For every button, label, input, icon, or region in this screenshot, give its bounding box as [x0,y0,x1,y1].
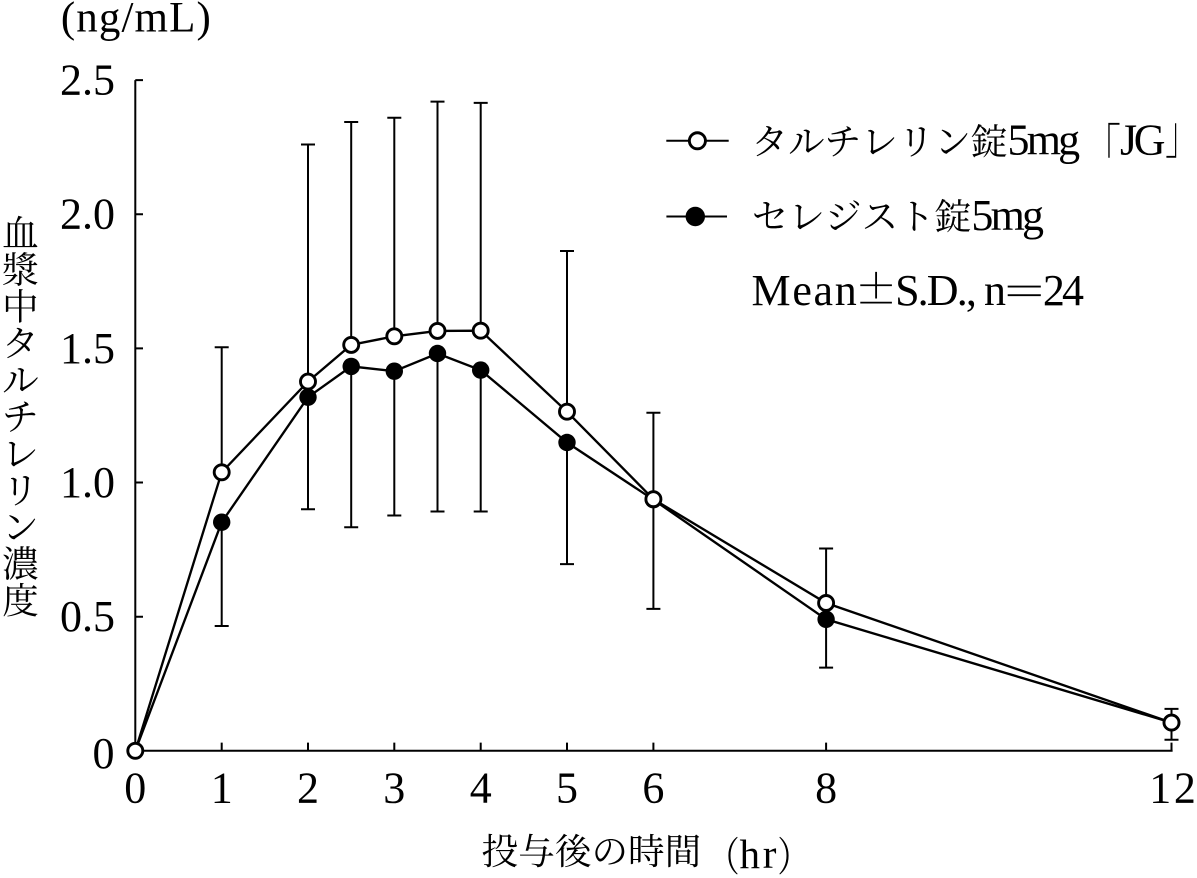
svg-text:5mg: 5mg [1008,116,1081,165]
svg-text:12: 12 [1149,764,1197,813]
svg-text:5mg: 5mg [971,191,1044,240]
svg-text:6: 6 [642,764,664,813]
svg-text:JG: JG [1120,116,1165,165]
svg-text:5: 5 [556,764,578,813]
svg-text:0: 0 [124,764,146,813]
svg-text:24: 24 [1043,266,1084,315]
svg-text:2: 2 [297,764,319,813]
svg-text:3: 3 [383,764,405,813]
svg-text:Mean: Mean [752,266,859,315]
svg-text:2.5: 2.5 [60,56,115,105]
svg-text:4: 4 [470,764,492,813]
svg-text:2.0: 2.0 [60,190,115,239]
svg-text:0.5: 0.5 [60,592,115,641]
svg-text:(ng/mL): (ng/mL) [61,0,212,42]
svg-text:1: 1 [211,764,233,813]
svg-text:0: 0 [93,729,115,778]
svg-text:1.0: 1.0 [60,458,115,507]
svg-text:hr: hr [740,831,780,877]
svg-text:8: 8 [815,764,837,813]
svg-text:1.5: 1.5 [60,324,115,373]
svg-text:S.D., n: S.D., n [895,266,1006,315]
